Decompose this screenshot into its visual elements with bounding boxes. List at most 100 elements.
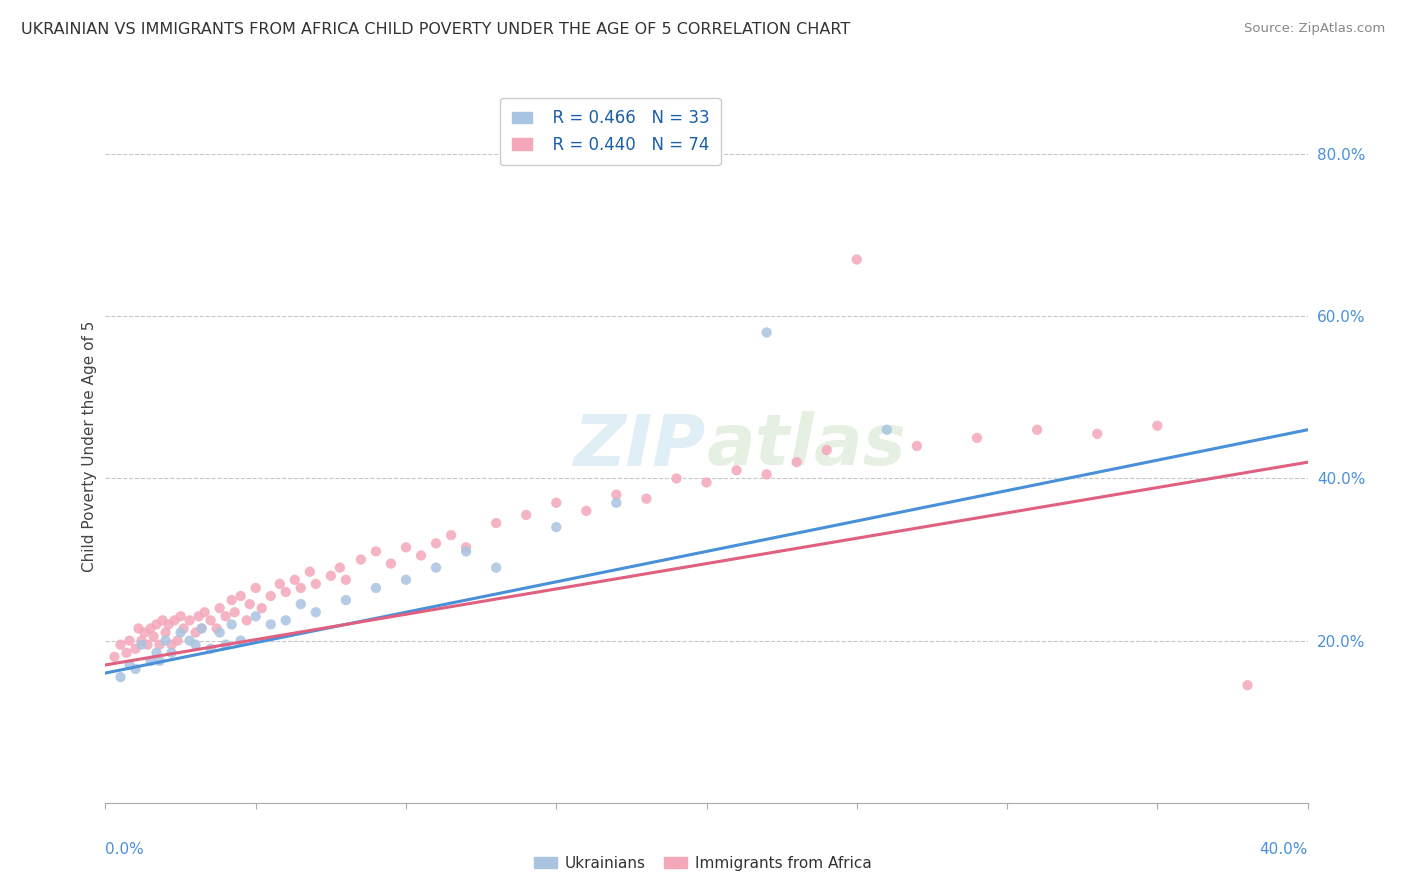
- Point: [157, 617, 180, 632]
- Point: [485, 516, 508, 530]
- Text: UKRAINIAN VS IMMIGRANTS FROM AFRICA CHILD POVERTY UNDER THE AGE OF 5 CORRELATION: UKRAINIAN VS IMMIGRANTS FROM AFRICA CHIL…: [21, 22, 851, 37]
- Point: [845, 252, 868, 267]
- Point: [274, 585, 297, 599]
- Point: [124, 662, 146, 676]
- Point: [636, 491, 658, 506]
- Point: [725, 463, 748, 477]
- Point: [128, 622, 150, 636]
- Point: [335, 593, 357, 607]
- Point: [269, 577, 291, 591]
- Point: [786, 455, 808, 469]
- Point: [115, 646, 138, 660]
- Point: [110, 638, 132, 652]
- Point: [755, 326, 778, 340]
- Point: [1146, 418, 1168, 433]
- Point: [110, 670, 132, 684]
- Text: atlas: atlas: [707, 411, 907, 481]
- Point: [425, 560, 447, 574]
- Point: [155, 625, 177, 640]
- Text: Source: ZipAtlas.com: Source: ZipAtlas.com: [1244, 22, 1385, 36]
- Point: [250, 601, 273, 615]
- Point: [136, 638, 159, 652]
- Point: [440, 528, 463, 542]
- Point: [274, 613, 297, 627]
- Point: [298, 565, 321, 579]
- Point: [184, 638, 207, 652]
- Point: [329, 560, 352, 574]
- Point: [290, 597, 312, 611]
- Point: [409, 549, 432, 563]
- Point: [224, 605, 246, 619]
- Point: [131, 638, 153, 652]
- Point: [142, 630, 165, 644]
- Point: [696, 475, 718, 490]
- Point: [118, 633, 141, 648]
- Point: [235, 613, 257, 627]
- Point: [755, 467, 778, 482]
- Point: [305, 577, 328, 591]
- Point: [350, 552, 373, 566]
- Point: [1236, 678, 1258, 692]
- Point: [229, 633, 252, 648]
- Point: [1026, 423, 1049, 437]
- Point: [575, 504, 598, 518]
- Point: [905, 439, 928, 453]
- Point: [148, 638, 170, 652]
- Text: ZIP: ZIP: [574, 411, 707, 481]
- Point: [245, 581, 267, 595]
- Point: [515, 508, 537, 522]
- Point: [139, 654, 162, 668]
- Point: [485, 560, 508, 574]
- Point: [160, 646, 183, 660]
- Point: [364, 544, 387, 558]
- Point: [221, 593, 243, 607]
- Point: [260, 617, 283, 632]
- Point: [208, 601, 231, 615]
- Point: [221, 617, 243, 632]
- Point: [454, 541, 477, 555]
- Point: [229, 589, 252, 603]
- Point: [454, 544, 477, 558]
- Point: [169, 625, 191, 640]
- Point: [160, 638, 183, 652]
- Point: [364, 581, 387, 595]
- Point: [134, 625, 156, 640]
- Point: [395, 541, 418, 555]
- Point: [200, 613, 222, 627]
- Point: [179, 613, 201, 627]
- Point: [184, 625, 207, 640]
- Point: [214, 609, 236, 624]
- Point: [163, 613, 186, 627]
- Point: [155, 633, 177, 648]
- Point: [380, 557, 402, 571]
- Point: [815, 443, 838, 458]
- Point: [208, 625, 231, 640]
- Point: [876, 423, 898, 437]
- Legend: Ukrainians, Immigrants from Africa: Ukrainians, Immigrants from Africa: [529, 850, 877, 877]
- Point: [131, 633, 153, 648]
- Point: [290, 581, 312, 595]
- Point: [305, 605, 328, 619]
- Point: [145, 646, 167, 660]
- Point: [205, 622, 228, 636]
- Point: [546, 496, 568, 510]
- Point: [395, 573, 418, 587]
- Point: [194, 605, 217, 619]
- Point: [546, 520, 568, 534]
- Point: [284, 573, 307, 587]
- Point: [103, 649, 125, 664]
- Point: [605, 496, 627, 510]
- Point: [190, 622, 212, 636]
- Point: [118, 657, 141, 672]
- Legend:   R = 0.466   N = 33,   R = 0.440   N = 74: R = 0.466 N = 33, R = 0.440 N = 74: [501, 97, 721, 165]
- Point: [1085, 426, 1108, 441]
- Point: [665, 471, 688, 485]
- Point: [260, 589, 283, 603]
- Point: [187, 609, 209, 624]
- Point: [319, 568, 342, 582]
- Point: [425, 536, 447, 550]
- Point: [605, 488, 627, 502]
- Text: 0.0%: 0.0%: [105, 842, 145, 857]
- Point: [145, 617, 167, 632]
- Point: [966, 431, 988, 445]
